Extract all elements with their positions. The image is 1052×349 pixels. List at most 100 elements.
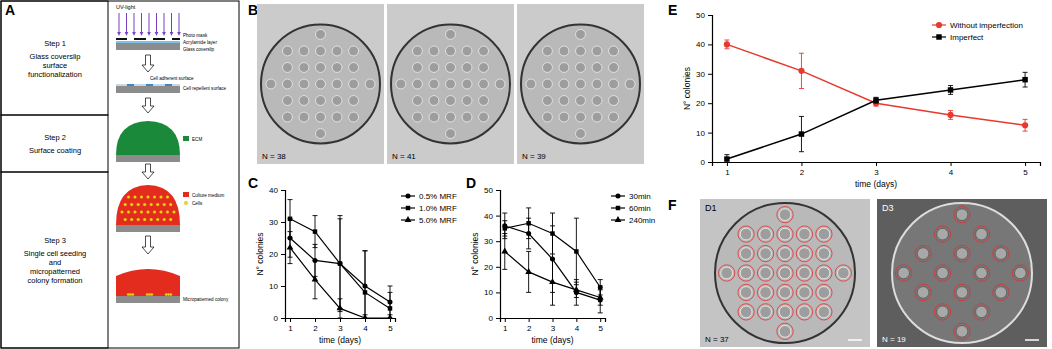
error-bar xyxy=(313,260,318,298)
repellent-surface xyxy=(172,84,180,86)
error-cap xyxy=(313,298,318,299)
colony-spot xyxy=(495,79,505,89)
error-bar xyxy=(574,280,579,306)
axis-line xyxy=(713,163,1041,167)
tick: 4 xyxy=(949,162,954,177)
tick-mark xyxy=(281,190,285,191)
tick-label: 3 xyxy=(338,324,343,333)
detection-ring xyxy=(915,284,931,300)
point xyxy=(598,285,602,289)
detection-ring xyxy=(835,265,851,281)
colony-spot xyxy=(799,267,811,279)
well xyxy=(391,25,510,144)
colony-spot xyxy=(412,112,422,122)
tick-mark xyxy=(1025,162,1026,166)
error-cap xyxy=(502,233,507,234)
uv-arrow xyxy=(164,13,165,33)
cell xyxy=(127,196,130,199)
tick: 5 xyxy=(388,318,393,333)
tick-mark xyxy=(281,286,285,287)
scale-bar xyxy=(848,339,862,341)
colony-cell xyxy=(132,293,135,296)
colony-spot xyxy=(316,129,326,139)
error-cap xyxy=(502,220,507,221)
colony-spot xyxy=(609,112,619,122)
glass-coverslip xyxy=(116,155,180,162)
uv-arrow-head xyxy=(132,32,136,36)
detection-ring xyxy=(777,284,793,300)
step-text: and xyxy=(49,258,62,267)
step-box xyxy=(1,1,108,115)
legend-item: Without imperfection xyxy=(932,21,1023,30)
tick: 10 xyxy=(484,288,500,297)
panel-frame xyxy=(1,1,239,348)
detection-ring xyxy=(954,207,970,223)
colony-spot xyxy=(332,96,342,106)
figure: ABCDEFStep 1Glass coverslipsurfacefuncti… xyxy=(0,0,1052,349)
tick-mark xyxy=(315,318,316,322)
adherent-surface xyxy=(127,84,134,86)
error-bar xyxy=(526,251,531,292)
y-axis-title: N° colonies xyxy=(682,67,692,110)
cell xyxy=(134,211,137,214)
tick-mark xyxy=(708,103,712,104)
uv-arrow-head xyxy=(177,32,181,36)
tick-label: 50 xyxy=(696,11,705,20)
colony-spot xyxy=(956,326,968,338)
tick: 0 xyxy=(274,314,285,323)
cell xyxy=(163,218,166,221)
colony-spot xyxy=(760,287,772,299)
colony-spot xyxy=(760,306,772,318)
tick: 30 xyxy=(696,70,712,79)
error-bar xyxy=(799,53,804,88)
colony-spot xyxy=(917,287,929,299)
colony-spot xyxy=(266,79,276,89)
plot-area xyxy=(501,208,603,313)
error-cap xyxy=(574,297,579,298)
ecm-drop xyxy=(116,121,180,155)
colony-spot xyxy=(609,79,619,89)
point xyxy=(312,276,319,282)
photo-mask xyxy=(116,38,127,40)
legend-item: 240min xyxy=(611,216,655,225)
colony-spot xyxy=(976,306,988,318)
plot-area xyxy=(724,40,1028,162)
colony-spot xyxy=(592,96,602,106)
error-cap xyxy=(799,88,804,89)
colony-spot xyxy=(412,46,422,56)
error-cap xyxy=(948,119,953,120)
detection-ring xyxy=(796,226,812,242)
colony-spot xyxy=(446,79,456,89)
legend: 0.5% MRF1.0% MRF5.0% MRF xyxy=(401,192,457,225)
uv-arrow-head xyxy=(140,32,144,36)
colony-spot xyxy=(446,63,456,73)
tick-mark xyxy=(365,318,366,322)
detection-ring xyxy=(738,284,754,300)
cell xyxy=(130,203,133,206)
cell xyxy=(150,218,153,221)
tick: 50 xyxy=(696,11,712,20)
legend-label: 30min xyxy=(629,192,651,201)
cell xyxy=(147,196,150,199)
error-bar xyxy=(502,234,507,270)
colony-spot xyxy=(429,46,439,56)
colony-spot xyxy=(799,248,811,260)
adherent-surface xyxy=(165,84,172,86)
colony-spot xyxy=(609,96,619,106)
micrograph xyxy=(700,199,870,347)
colony-spot xyxy=(479,46,489,56)
axis-line xyxy=(281,191,286,319)
error-bar xyxy=(288,232,293,264)
tick-label: 3 xyxy=(551,324,556,333)
error-cap xyxy=(526,207,531,208)
detection-ring xyxy=(896,265,912,281)
diagram-label: Cell repellent surface xyxy=(183,86,227,91)
error-bar xyxy=(948,111,953,120)
ecm-key xyxy=(183,136,189,141)
legend-label: 240min xyxy=(629,216,655,225)
colony-spot xyxy=(349,63,359,73)
colony-spot xyxy=(799,287,811,299)
well xyxy=(261,25,380,144)
error-cap xyxy=(550,259,555,260)
tick: 2 xyxy=(313,318,318,333)
